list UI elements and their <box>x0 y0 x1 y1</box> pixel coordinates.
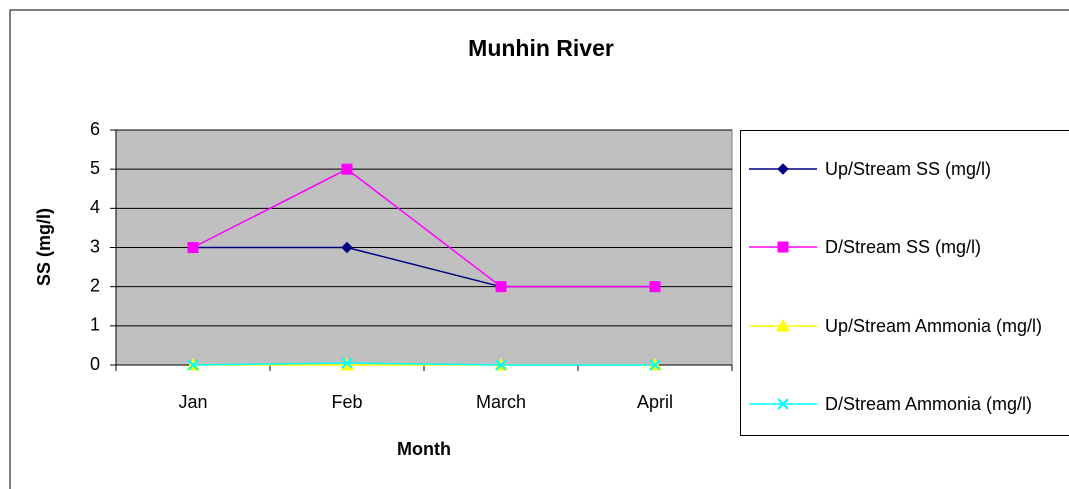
marker <box>341 357 353 369</box>
legend-marker <box>749 319 817 332</box>
x-tick-label: April <box>637 392 673 412</box>
marker <box>187 359 199 371</box>
series-line <box>192 168 655 288</box>
marker <box>777 398 789 410</box>
chart-title: Munhin River <box>468 35 614 61</box>
legend-marker <box>749 398 817 410</box>
legend: Up/Stream SS (mg/l) D/Stream SS (mg/l) Up/… <box>740 130 1069 436</box>
y-tick-label: 4 <box>90 197 100 217</box>
marker <box>777 241 789 253</box>
legend-marker <box>749 163 817 175</box>
y-tick-label: 3 <box>90 236 100 256</box>
x-tick-label: Jan <box>178 392 207 412</box>
x-axis-title: Month <box>397 439 451 459</box>
legend-label: D/Stream SS (mg/l) <box>825 237 982 257</box>
y-tick-label: 0 <box>90 354 100 374</box>
marker <box>341 241 353 254</box>
y-tick-label: 2 <box>90 275 100 295</box>
x-tick-label: Feb <box>331 392 362 412</box>
x-tick-label: March <box>476 392 526 412</box>
legend-marker <box>749 241 817 253</box>
legend-label: Up/Stream Ammonia (mg/l) <box>825 316 1043 336</box>
y-axis-title: SS (mg/l) <box>34 208 54 286</box>
legend-label: D/Stream Ammonia (mg/l) <box>825 394 1033 414</box>
y-tick-label: 1 <box>90 315 100 335</box>
legend-label: Up/Stream SS (mg/l) <box>825 159 992 179</box>
series-line <box>192 362 655 366</box>
marker <box>495 359 507 371</box>
marker <box>187 242 199 253</box>
marker <box>495 281 507 293</box>
marker <box>649 281 661 293</box>
y-tick-label: 6 <box>90 119 100 139</box>
y-tick-label: 5 <box>90 158 100 178</box>
marker <box>777 163 789 175</box>
marker <box>776 319 790 332</box>
marker <box>341 163 353 175</box>
marker <box>649 359 661 371</box>
